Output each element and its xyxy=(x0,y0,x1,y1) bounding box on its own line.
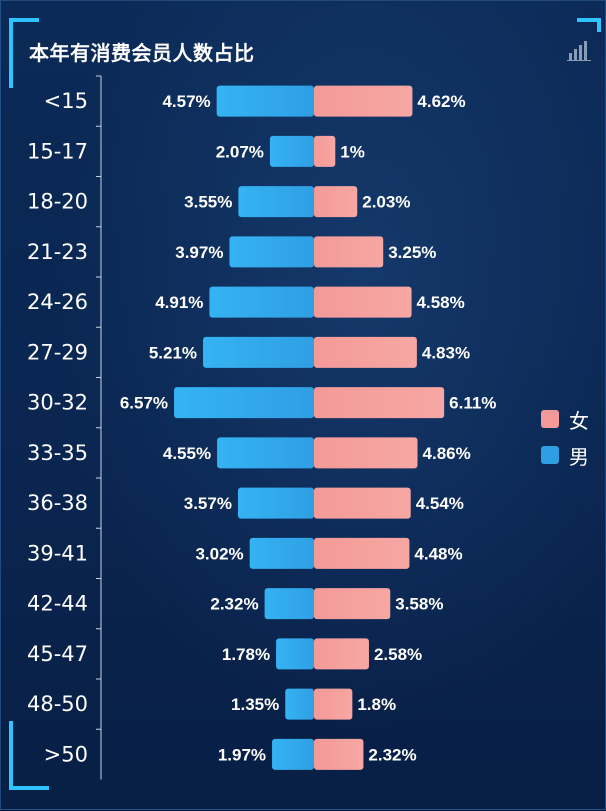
data-label-female: 2.32% xyxy=(368,745,416,764)
bar-female[interactable] xyxy=(314,236,384,268)
category-label: 21-23 xyxy=(27,240,88,264)
bar-female[interactable] xyxy=(314,588,391,620)
bar-female[interactable] xyxy=(314,387,445,419)
corner-decoration-bottom-left-v xyxy=(9,721,13,790)
data-label-male: 1.78% xyxy=(222,645,270,664)
corner-decoration-bottom-left-h xyxy=(9,786,49,790)
data-label-male: 2.07% xyxy=(216,142,264,161)
data-label-male: 2.32% xyxy=(210,595,258,614)
category-label: 18-20 xyxy=(27,190,88,214)
corner-decoration-top-right-h xyxy=(577,18,601,22)
category-label: 39-41 xyxy=(27,541,88,565)
data-label-male: 5.21% xyxy=(149,343,197,362)
data-label-male: 1.35% xyxy=(231,695,279,714)
bar-male[interactable] xyxy=(229,236,314,268)
bar-female[interactable] xyxy=(314,135,336,167)
bar-chart-icon[interactable] xyxy=(567,41,591,61)
data-label-female: 2.58% xyxy=(374,645,422,664)
data-label-female: 1.8% xyxy=(357,695,396,714)
bar-male[interactable] xyxy=(264,588,314,620)
bar-male[interactable] xyxy=(272,738,314,770)
category-label: 42-44 xyxy=(27,592,88,616)
category-label: 45-47 xyxy=(27,642,88,666)
data-label-male: 3.97% xyxy=(175,243,223,262)
category-label: 36-38 xyxy=(27,491,88,515)
category-label: 27-29 xyxy=(27,340,88,364)
legend-swatch-female xyxy=(541,410,559,428)
bar-female[interactable] xyxy=(314,85,413,117)
legend-item-male[interactable]: 男 xyxy=(541,437,589,473)
bar-male[interactable] xyxy=(238,186,314,218)
bar-male[interactable] xyxy=(209,286,314,318)
data-label-female: 1% xyxy=(340,142,365,161)
data-label-male: 4.55% xyxy=(163,444,211,463)
bar-male[interactable] xyxy=(249,537,314,569)
bar-male[interactable] xyxy=(174,387,314,419)
category-label: 33-35 xyxy=(27,441,88,465)
bar-male[interactable] xyxy=(203,336,314,368)
data-label-male: 3.57% xyxy=(184,494,232,513)
legend-label-male: 男 xyxy=(569,444,589,469)
bar-female[interactable] xyxy=(314,738,364,770)
data-label-female: 4.83% xyxy=(422,343,470,362)
legend: 女 男 xyxy=(541,401,589,473)
chart-title: 本年有消费会员人数占比 xyxy=(29,43,255,65)
data-label-female: 2.03% xyxy=(362,193,410,212)
bar-male[interactable] xyxy=(276,638,314,670)
data-label-male: 4.57% xyxy=(162,92,210,111)
bar-female[interactable] xyxy=(314,487,411,519)
data-label-male: 1.97% xyxy=(218,745,266,764)
corner-decoration-top-left-v xyxy=(9,18,13,88)
bar-female[interactable] xyxy=(314,286,412,318)
data-label-female: 4.62% xyxy=(417,92,465,111)
data-label-female: 4.86% xyxy=(423,444,471,463)
category-label: 24-26 xyxy=(27,290,88,314)
category-label: <15 xyxy=(44,89,88,113)
corner-decoration-top-left-h xyxy=(9,18,39,22)
category-label: >50 xyxy=(44,742,88,766)
bar-female[interactable] xyxy=(314,537,410,569)
category-label: 30-32 xyxy=(27,391,88,415)
bar-male[interactable] xyxy=(237,487,314,519)
legend-item-female[interactable]: 女 xyxy=(541,401,589,437)
bar-female[interactable] xyxy=(314,638,369,670)
bar-female[interactable] xyxy=(314,186,358,218)
data-label-female: 4.54% xyxy=(416,494,464,513)
data-label-female: 4.48% xyxy=(414,544,462,563)
bar-male[interactable] xyxy=(285,688,314,720)
data-label-female: 4.58% xyxy=(417,293,465,312)
data-label-male: 4.91% xyxy=(155,293,203,312)
data-label-female: 3.58% xyxy=(395,595,443,614)
data-label-male: 3.02% xyxy=(195,544,243,563)
data-label-female: 6.11% xyxy=(449,394,496,413)
data-label-female: 3.25% xyxy=(388,243,436,262)
bar-male[interactable] xyxy=(216,85,314,117)
bar-male[interactable] xyxy=(269,135,314,167)
legend-label-female: 女 xyxy=(569,408,589,433)
corner-decoration-top-right-v xyxy=(597,18,601,32)
bar-male[interactable] xyxy=(217,437,314,469)
category-label: 48-50 xyxy=(27,692,88,716)
data-label-male: 3.55% xyxy=(184,193,232,212)
bar-female[interactable] xyxy=(314,336,417,368)
bar-female[interactable] xyxy=(314,688,353,720)
data-label-male: 6.57% xyxy=(120,394,168,413)
category-label: 15-17 xyxy=(27,139,88,163)
legend-swatch-male xyxy=(541,446,559,464)
bar-female[interactable] xyxy=(314,437,418,469)
